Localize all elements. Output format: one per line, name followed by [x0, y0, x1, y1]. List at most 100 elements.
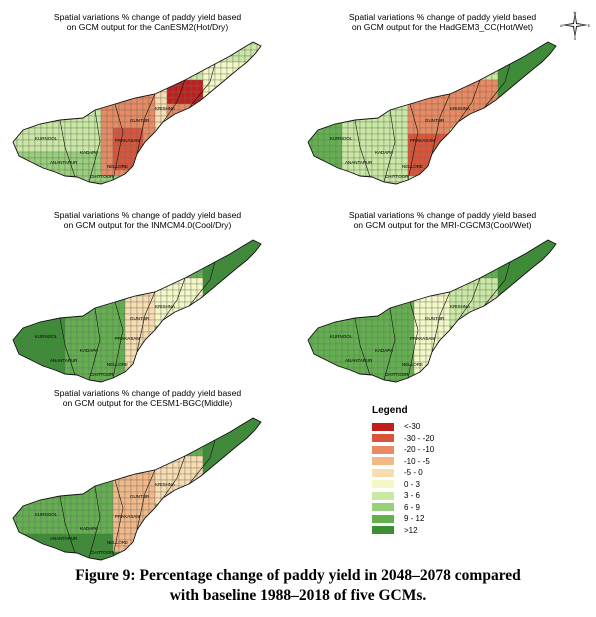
grid-cell: [414, 194, 420, 200]
grid-cell: [112, 283, 120, 291]
grid-cell: [238, 379, 246, 382]
grid-cell: [52, 247, 60, 255]
grid-cell: [582, 128, 585, 134]
grid-cell: [40, 85, 48, 93]
grid-cell: [263, 44, 269, 50]
grid-cell: [256, 379, 261, 382]
grid-cell: [281, 56, 287, 62]
grid-cell: [160, 361, 168, 369]
grid-cell: [161, 32, 167, 38]
grid-cell: [76, 240, 84, 243]
grid-cell: [190, 313, 198, 321]
grid-cell: [178, 361, 186, 369]
grid-cell: [154, 43, 162, 51]
grid-cell: [58, 91, 66, 99]
grid-cell: [341, 115, 349, 123]
grid-cell: [250, 301, 258, 309]
grid-cell: [11, 188, 17, 194]
grid-cell: [353, 145, 361, 153]
grid-cell: [281, 68, 287, 74]
grid-cell: [196, 277, 204, 285]
grid-cell: [582, 68, 585, 74]
grid-cell: [419, 103, 427, 111]
grid-cell: [178, 43, 186, 51]
grid-cell: [34, 43, 42, 51]
grid-cell: [564, 104, 570, 110]
grid-cell: [202, 157, 210, 165]
grid-cell: [263, 200, 269, 202]
grid-cell: [244, 337, 252, 345]
grid-cell: [365, 307, 373, 315]
grid-cell: [202, 319, 210, 327]
district-label: GUNTUR: [130, 118, 150, 123]
grid-cell: [70, 241, 78, 249]
grid-cell: [226, 307, 234, 315]
grid-cell: [473, 253, 481, 261]
grid-cell: [112, 343, 120, 351]
grid-cell: [184, 139, 192, 147]
grid-cell: [533, 157, 541, 165]
grid-cell: [419, 181, 427, 184]
grid-cell: [330, 188, 336, 194]
grid-cell: [308, 97, 313, 105]
grid-cell: [347, 73, 355, 81]
grid-cell: [196, 343, 204, 351]
grid-cell: [576, 194, 582, 200]
grid-cell: [300, 194, 306, 200]
grid-cell: [347, 271, 355, 279]
grid-cell: [130, 73, 138, 81]
grid-cell: [244, 85, 252, 93]
grid-cell: [420, 230, 426, 236]
grid-cell: [521, 175, 529, 183]
grid-cell: [515, 109, 523, 117]
grid-cell: [479, 79, 487, 87]
grid-cell: [419, 43, 427, 51]
grid-cell: [269, 164, 275, 170]
grid-cell: [13, 367, 18, 375]
grid-cell: [77, 188, 83, 194]
grid-cell: [558, 152, 564, 158]
grid-cell: [449, 97, 457, 105]
grid-cell: [504, 200, 510, 202]
grid-cell: [106, 181, 114, 184]
grid-cell: [318, 194, 324, 200]
grid-cell: [438, 32, 444, 38]
grid-cell: [16, 355, 24, 363]
grid-cell: [287, 302, 290, 308]
grid-cell: [16, 115, 24, 123]
grid-cell: [148, 319, 156, 327]
grid-cell: [383, 85, 391, 93]
grid-cell: [341, 313, 349, 321]
grid-cell: [232, 355, 240, 363]
grid-cell: [52, 97, 60, 105]
grid-cell: [329, 289, 337, 297]
grid-cell: [395, 247, 403, 255]
grid-cell: [551, 169, 556, 177]
grid-cell: [485, 175, 493, 183]
grid-cell: [94, 283, 102, 291]
grid-cell: [70, 253, 78, 261]
grid-cell: [166, 241, 174, 249]
grid-cell: [287, 374, 290, 380]
grid-cell: [214, 355, 222, 363]
grid-cell: [220, 97, 228, 105]
grid-cell: [208, 103, 216, 111]
grid-cell: [71, 230, 77, 236]
grid-cell: [473, 151, 481, 159]
grid-cell: [383, 121, 391, 129]
grid-cell: [287, 128, 290, 134]
grid-cell: [184, 67, 192, 75]
grid-cell: [82, 139, 90, 147]
grid-cell: [491, 181, 499, 184]
grid-cell: [100, 313, 108, 321]
grid-cell: [214, 283, 222, 291]
grid-cell: [232, 169, 240, 177]
grid-cell: [395, 127, 403, 135]
grid-cell: [94, 253, 102, 261]
grid-cell: [190, 127, 198, 135]
grid-cell: [545, 103, 553, 111]
grid-cell: [154, 277, 162, 285]
grid-cell: [148, 271, 156, 279]
grid-cell: [130, 175, 138, 183]
grid-cell: [203, 32, 209, 38]
